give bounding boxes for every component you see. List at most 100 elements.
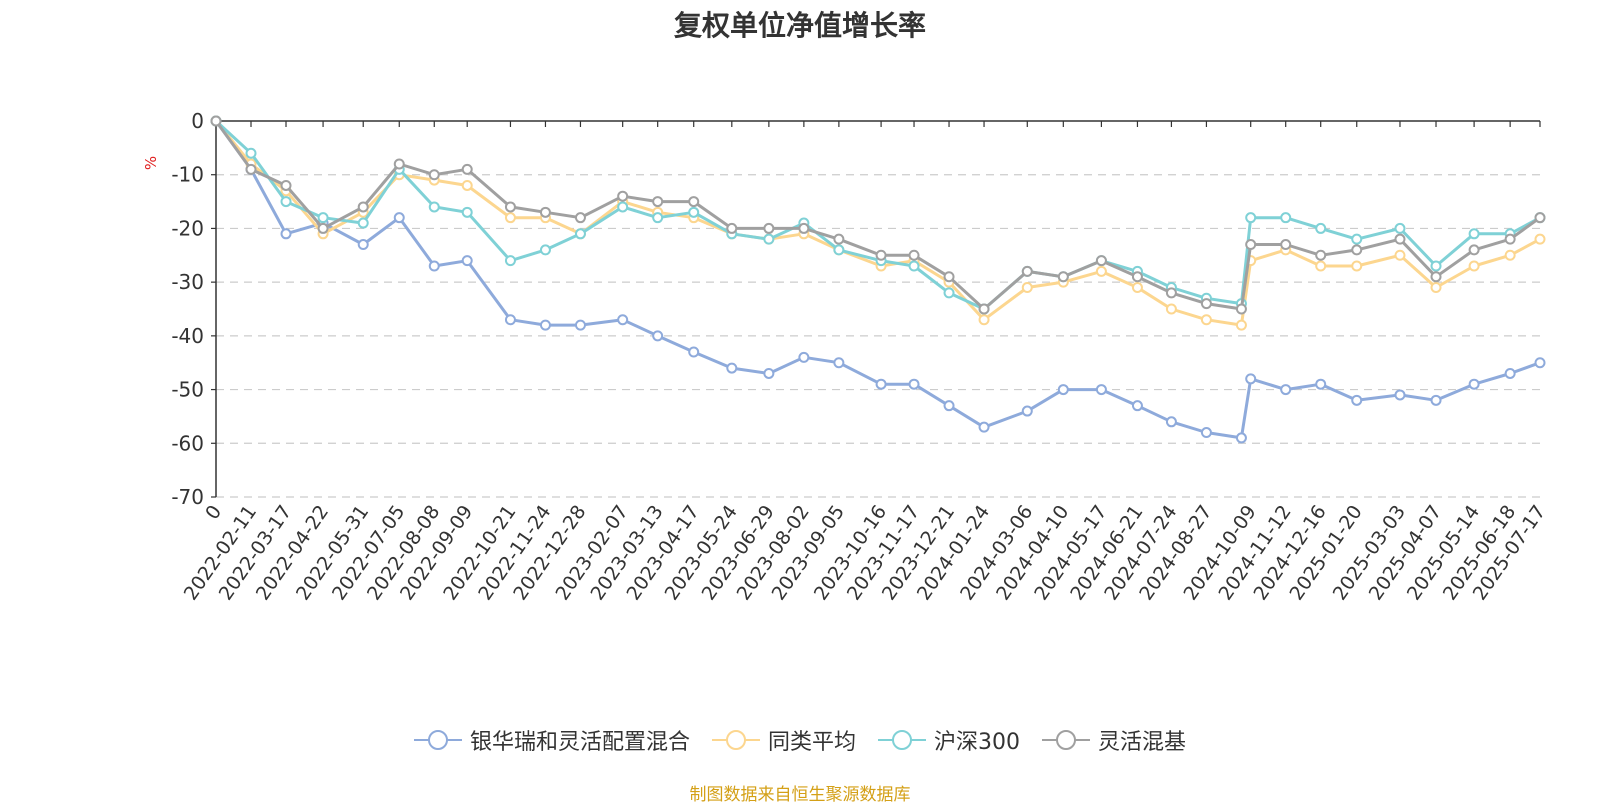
data-point <box>317 222 329 234</box>
data-point <box>978 421 990 433</box>
grid-lines <box>216 174 1540 498</box>
data-point <box>317 212 329 224</box>
legend: 银华瑞和灵活配置混合 同类平均 沪深300 灵活混基 <box>0 724 1600 756</box>
data-point <box>652 330 664 342</box>
data-point <box>574 228 586 240</box>
legend-label: 灵活混基 <box>1098 730 1187 755</box>
data-point <box>1504 249 1516 261</box>
y-axis-title: % <box>142 156 160 170</box>
data-point <box>875 378 887 390</box>
data-point <box>428 201 440 213</box>
data-point <box>393 212 405 224</box>
data-point <box>357 201 369 213</box>
data-point <box>574 319 586 331</box>
x-tick-label: 0 <box>201 501 226 524</box>
data-point <box>1280 212 1292 224</box>
legend-item-series-4[interactable]: 灵活混基 <box>1042 724 1186 756</box>
data-point <box>1430 271 1442 283</box>
y-tick-label: -70 <box>171 485 204 509</box>
legend-label: 银华瑞和灵活配置混合 <box>469 730 690 755</box>
data-point <box>943 400 955 412</box>
data-point <box>1095 265 1107 277</box>
data-point <box>1235 303 1247 315</box>
data-point <box>1315 378 1327 390</box>
data-point <box>1165 303 1177 315</box>
data-point <box>504 255 516 267</box>
data-point <box>280 179 292 191</box>
legend-item-series-2[interactable]: 同类平均 <box>711 724 856 756</box>
data-point <box>1131 271 1143 283</box>
y-tick-label: -30 <box>171 270 204 294</box>
data-point <box>1245 212 1257 224</box>
data-point <box>574 212 586 224</box>
data-point <box>1430 282 1442 294</box>
data-point <box>504 314 516 326</box>
data-point <box>539 319 551 331</box>
data-point <box>652 196 664 208</box>
data-point <box>763 233 775 245</box>
data-point <box>1468 378 1480 390</box>
data-point <box>1200 314 1212 326</box>
data-point <box>1315 249 1327 261</box>
data-point <box>1468 228 1480 240</box>
data-point <box>1095 384 1107 396</box>
legend-marker-icon <box>1042 730 1090 750</box>
data-point <box>617 201 629 213</box>
data-point <box>833 357 845 369</box>
data-point <box>393 158 405 170</box>
data-point <box>539 206 551 218</box>
data-point <box>1280 239 1292 251</box>
legend-item-series-3[interactable]: 沪深300 <box>878 724 1020 756</box>
data-point <box>1021 405 1033 417</box>
data-point <box>1021 282 1033 294</box>
data-point <box>1351 233 1363 245</box>
data-point <box>357 239 369 251</box>
data-point <box>1351 394 1363 406</box>
data-point <box>1245 239 1257 251</box>
data-point <box>688 346 700 358</box>
data-point <box>1534 212 1546 224</box>
data-point <box>652 212 664 224</box>
data-point <box>1095 255 1107 267</box>
data-point <box>461 179 473 191</box>
data-point <box>726 222 738 234</box>
data-point <box>688 196 700 208</box>
data-point <box>504 201 516 213</box>
data-point <box>1315 222 1327 234</box>
line-chart: 0-10-20-30-40-50-60-70%02022-02-112022-0… <box>142 109 1550 604</box>
data-point <box>798 351 810 363</box>
data-point <box>1200 427 1212 439</box>
data-point <box>763 367 775 379</box>
data-point <box>1351 244 1363 256</box>
y-tick-label: 0 <box>191 109 204 133</box>
data-point <box>908 378 920 390</box>
y-tick-label: -20 <box>171 216 204 240</box>
data-point <box>1235 432 1247 444</box>
data-point <box>1468 244 1480 256</box>
axis-labels: 0-10-20-30-40-50-60-70%02022-02-112022-0… <box>142 109 1550 604</box>
data-point <box>1057 384 1069 396</box>
data-point <box>908 260 920 272</box>
data-point <box>1165 416 1177 428</box>
data-point <box>1131 282 1143 294</box>
y-tick-label: -60 <box>171 431 204 455</box>
data-point <box>1280 384 1292 396</box>
data-point <box>1394 222 1406 234</box>
legend-marker-icon <box>878 730 926 750</box>
data-point <box>1394 249 1406 261</box>
data-point <box>908 249 920 261</box>
data-point <box>943 287 955 299</box>
data-point <box>280 196 292 208</box>
source-note: 制图数据来自恒生聚源数据库 <box>689 785 911 805</box>
data-point <box>617 314 629 326</box>
legend-item-series-1[interactable]: 银华瑞和灵活配置混合 <box>413 724 690 756</box>
data-point <box>1534 233 1546 245</box>
series-line-1 <box>214 120 1541 440</box>
data-point <box>798 222 810 234</box>
data-point <box>1351 260 1363 272</box>
data-point <box>1430 260 1442 272</box>
data-point <box>1394 389 1406 401</box>
data-point <box>539 244 551 256</box>
data-point <box>1315 260 1327 272</box>
data-point <box>428 260 440 272</box>
